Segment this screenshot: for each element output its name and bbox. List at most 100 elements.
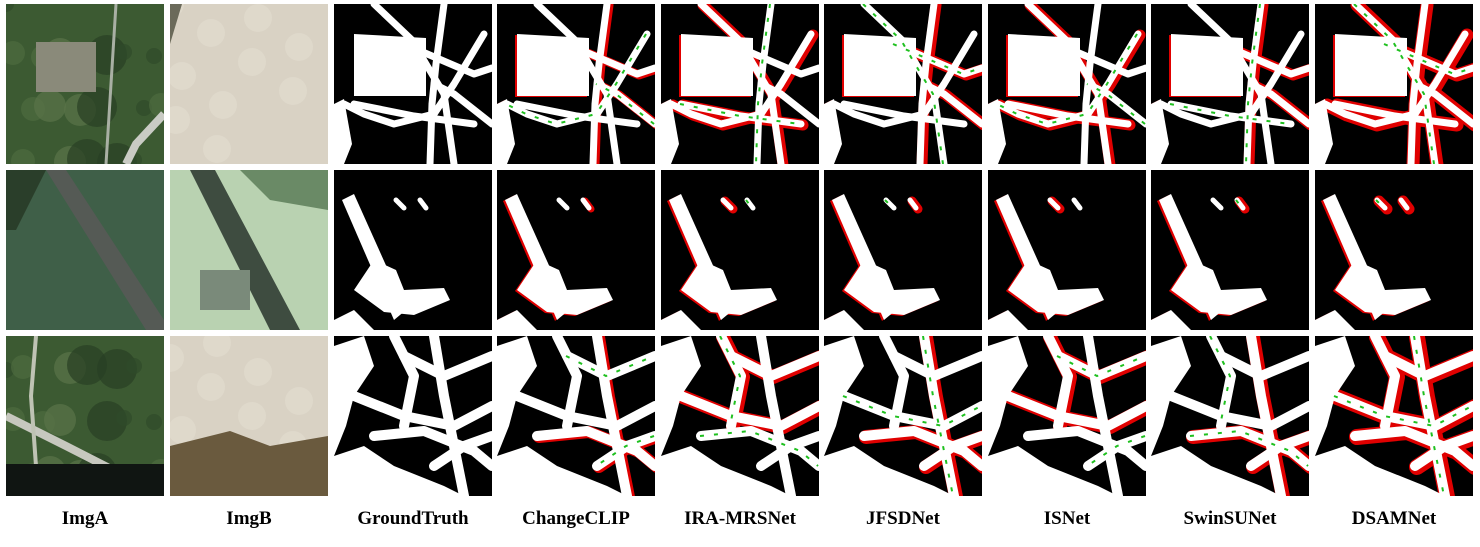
false-negative-region (842, 395, 982, 428)
change-road (429, 336, 469, 496)
change-region (1151, 99, 1169, 164)
change-road (1410, 431, 1473, 471)
sand-texture (279, 77, 307, 105)
dirt-road (104, 4, 118, 164)
field (240, 170, 328, 210)
tree-cluster (149, 93, 164, 117)
false-negative-region (1413, 336, 1445, 496)
change-road (592, 336, 632, 496)
false-negative-region (1169, 103, 1291, 125)
change-road (1043, 336, 1073, 431)
change-region (661, 310, 701, 330)
change-road (563, 40, 655, 78)
tree-cluster (11, 355, 35, 379)
change-region (497, 310, 537, 330)
change-road (1004, 100, 1132, 128)
change-road (727, 40, 819, 78)
change-region (661, 446, 791, 496)
sand-texture (238, 402, 266, 430)
change-road (1381, 40, 1473, 78)
change-road (513, 100, 641, 128)
tile-isnet-row-1 (988, 4, 1146, 164)
tree-cluster (97, 349, 137, 389)
change-road (400, 40, 492, 78)
change-region (517, 260, 613, 315)
change-region (1315, 310, 1355, 330)
change-road (430, 80, 492, 128)
change-region (1315, 99, 1333, 164)
false-negative-region (505, 33, 647, 126)
column-label: ChangeCLIP (522, 508, 630, 529)
false-negative-region (719, 336, 742, 427)
change-region (334, 446, 464, 496)
tile-changeclip-row-1 (497, 4, 655, 164)
tile-imgb-row-1 (170, 4, 328, 164)
dirt-road (122, 111, 164, 164)
sand-texture (170, 62, 196, 90)
column-labels: ImgA ImgB GroundTruth ChangeCLIP IRA-MRSNet J… (6, 508, 1474, 538)
tree-cluster (6, 4, 14, 12)
tree-cluster (6, 41, 25, 65)
change-road (1047, 197, 1061, 211)
tile-dsamnet-row-3 (1315, 336, 1473, 496)
false-negative-region (1086, 83, 1146, 125)
false-negative-region (565, 355, 655, 378)
sand-texture (238, 48, 266, 76)
change-road (580, 197, 592, 211)
change-region (334, 310, 374, 330)
change-road (417, 197, 429, 211)
change-region (681, 260, 777, 315)
column-label: SwinSUNet (1183, 508, 1277, 529)
sand-texture (244, 358, 272, 386)
tree-cluster (126, 358, 142, 374)
column-label: JFSDNet (866, 508, 940, 529)
change-region (1151, 446, 1281, 496)
column-label: GroundTruth (357, 508, 469, 529)
tile-ira-mrsnet-row-2 (661, 170, 819, 330)
tree-cluster (67, 345, 107, 385)
tree-cluster (77, 87, 117, 127)
false-negative-region (1056, 355, 1146, 378)
change-region (988, 446, 1118, 496)
tree-cluster (146, 48, 162, 64)
false-negative-region (745, 199, 753, 209)
sand-texture (170, 344, 184, 372)
change-road (1247, 80, 1309, 128)
tree-cluster (116, 410, 132, 426)
tree-cluster (67, 139, 107, 164)
change-region (988, 310, 1028, 330)
tile-changeclip-row-3 (497, 336, 655, 496)
false-negative-region (1245, 4, 1261, 164)
tile-groundtruth-row-1 (334, 4, 492, 164)
change-road (1003, 391, 1146, 431)
tile-ira-mrsnet-row-3 (661, 336, 819, 496)
tile-dsamnet-row-1 (1315, 4, 1473, 164)
sand-texture (209, 91, 237, 119)
shadow-area (6, 464, 164, 496)
tile-ira-mrsnet-row-1 (661, 4, 819, 164)
change-road (907, 197, 919, 211)
change-region (1171, 260, 1267, 315)
tree-cluster (34, 90, 66, 122)
tile-imga-row-1 (6, 4, 164, 164)
change-road (512, 391, 655, 431)
false-negative-region (1209, 336, 1232, 427)
sand-texture (203, 135, 231, 163)
tile-imga-row-3 (6, 336, 164, 496)
tile-jfsdnet-row-1 (824, 4, 982, 164)
change-region (824, 446, 954, 496)
false-negative-region (1189, 429, 1309, 467)
change-region (824, 310, 864, 330)
tile-jfsdnet-row-3 (824, 336, 982, 496)
change-road (676, 391, 819, 431)
change-road (879, 336, 909, 431)
sand-texture (244, 4, 272, 32)
change-region (1315, 446, 1445, 496)
false-negative-region (1333, 395, 1473, 428)
false-negative-region (595, 83, 655, 125)
change-road (1398, 197, 1410, 211)
change-road (1246, 431, 1309, 471)
tile-imgb-row-3 (170, 336, 328, 496)
false-negative-region (595, 435, 655, 467)
tree-cluster (146, 414, 162, 430)
